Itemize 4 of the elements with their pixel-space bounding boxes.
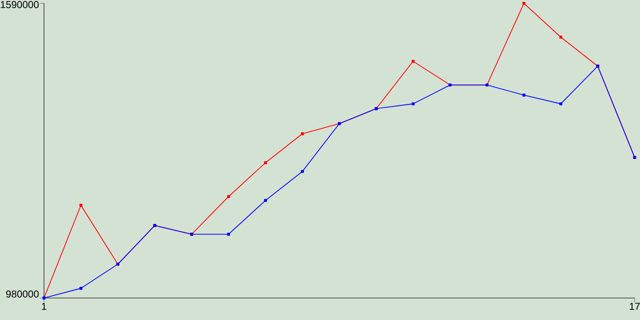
y-tick-label: 1590000 [0, 1, 39, 8]
x-tick-label: 1 [42, 302, 46, 310]
x-tick-label: 17 [630, 302, 640, 310]
y-tick-label: 980000 [6, 290, 39, 298]
